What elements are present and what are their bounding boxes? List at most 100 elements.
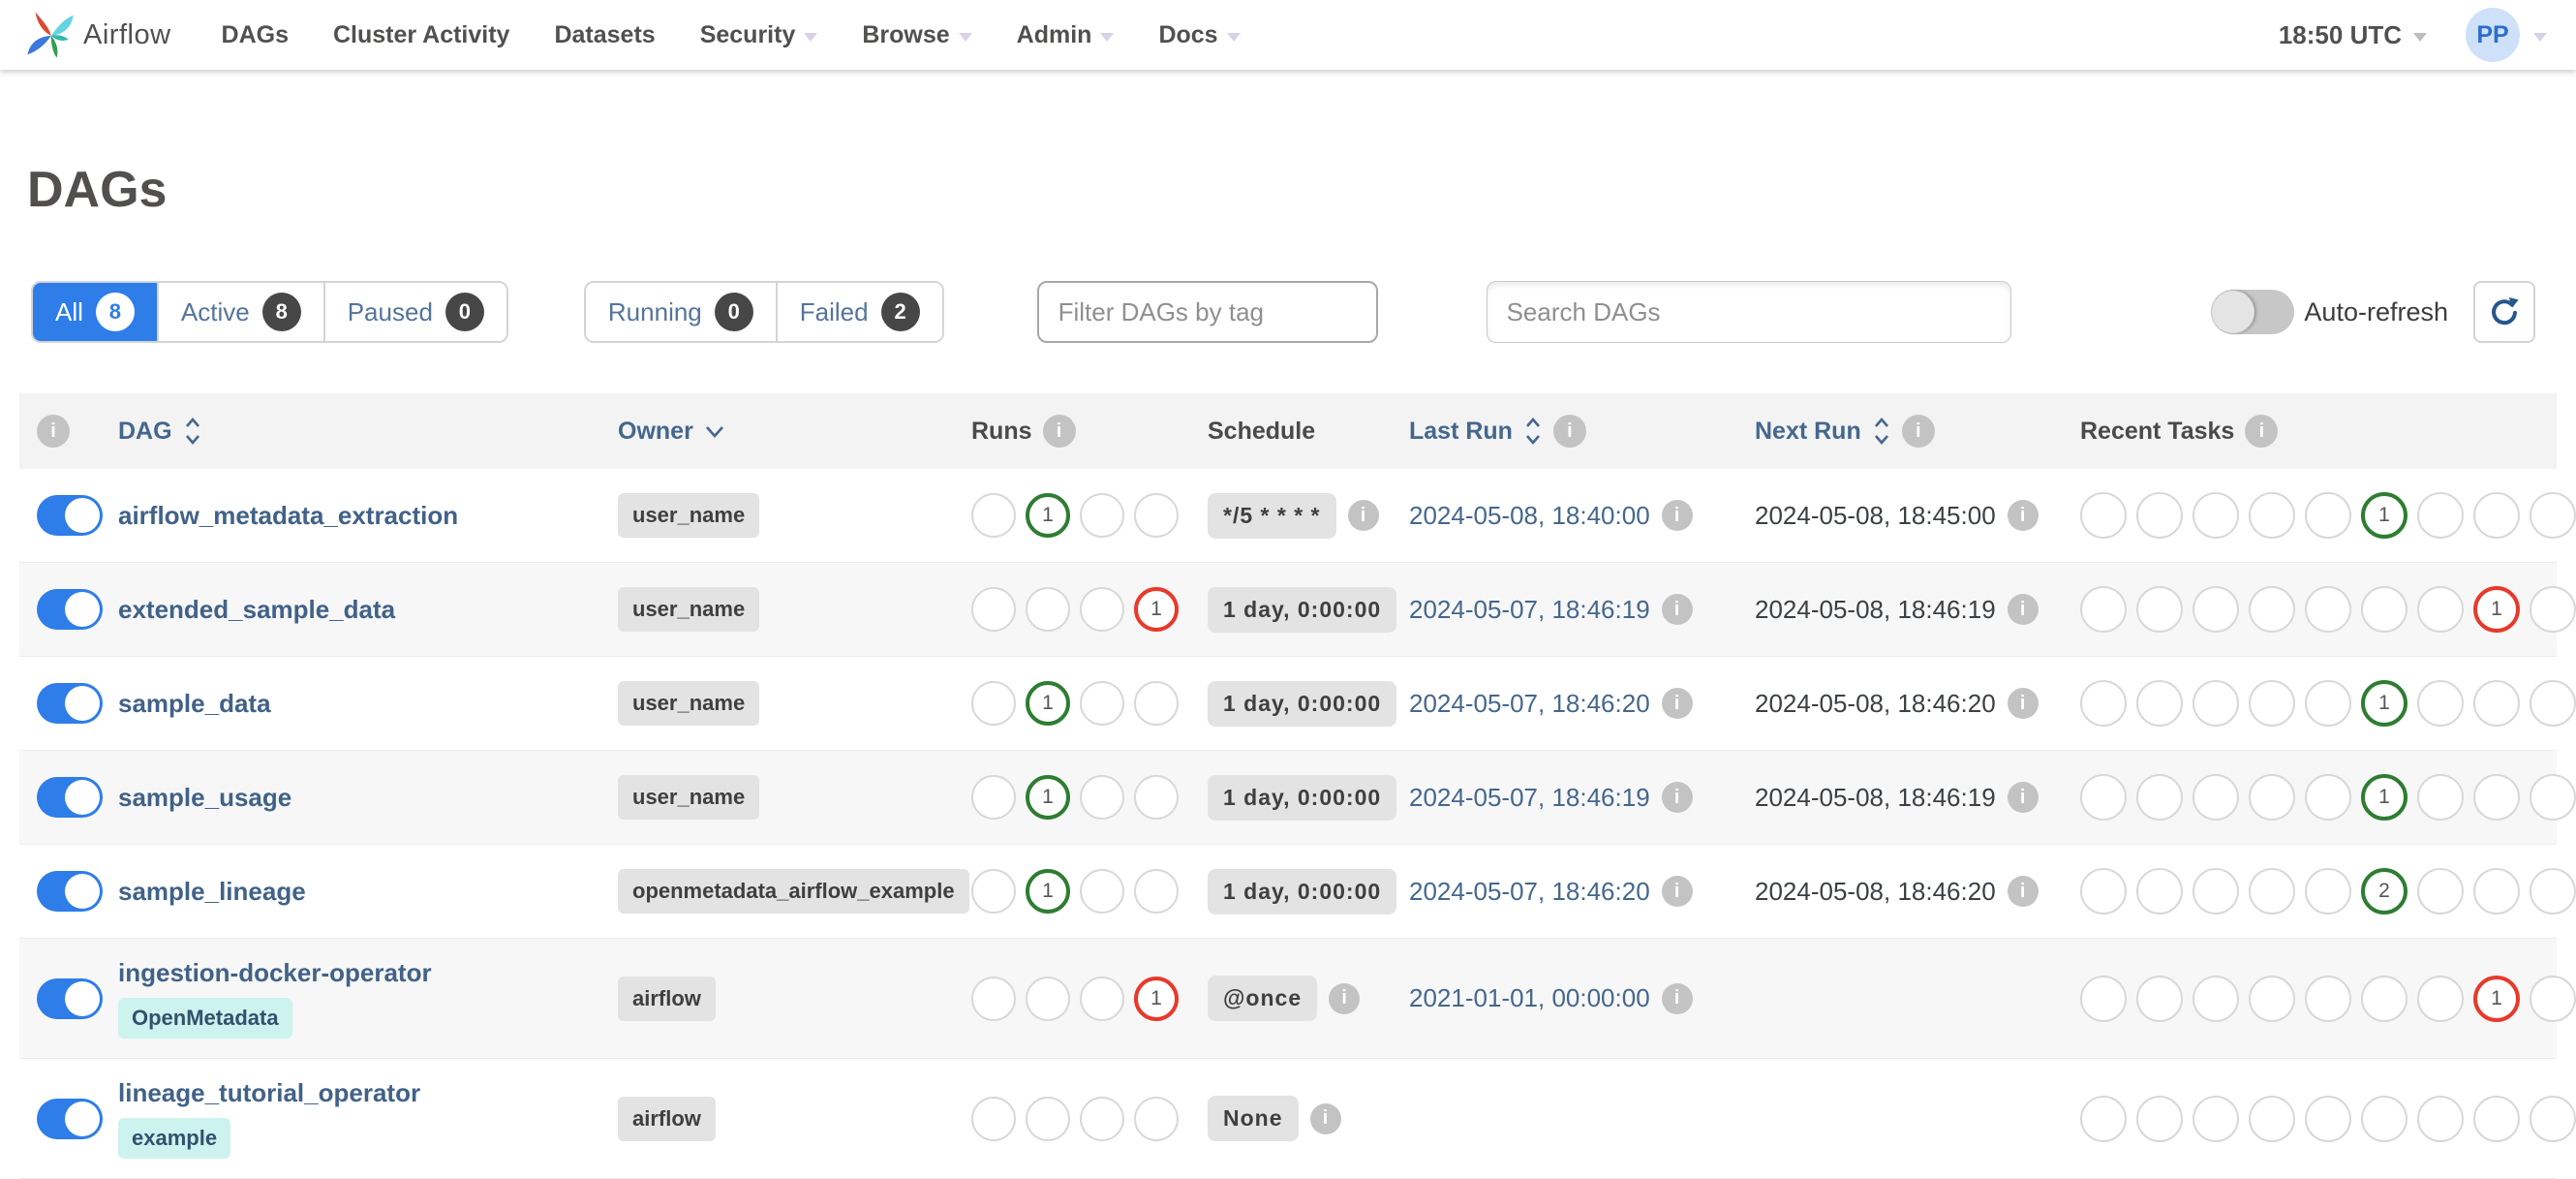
recent-task-circle[interactable] bbox=[2136, 1095, 2183, 1142]
last-run-link[interactable]: 2024-05-07, 18:46:19 bbox=[1409, 594, 1650, 624]
dag-tag-badge[interactable]: OpenMetadata bbox=[118, 998, 292, 1039]
recent-task-circle[interactable] bbox=[2530, 492, 2576, 539]
recent-task-circle[interactable] bbox=[2361, 975, 2407, 1022]
tab-paused[interactable]: Paused 0 bbox=[322, 283, 506, 341]
owner-badge[interactable]: openmetadata_airflow_example bbox=[618, 869, 969, 914]
run-status-circle[interactable] bbox=[1080, 1096, 1124, 1141]
recent-task-circle[interactable] bbox=[2530, 680, 2576, 727]
recent-task-circle[interactable] bbox=[2193, 774, 2239, 821]
nav-item-cluster-activity[interactable]: Cluster Activity bbox=[332, 20, 510, 48]
recent-task-circle[interactable] bbox=[2249, 492, 2295, 539]
recent-task-circle[interactable] bbox=[2080, 1095, 2127, 1142]
header-next-run[interactable]: Next Run i bbox=[1755, 415, 2080, 448]
dag-name-link[interactable]: sample_lineage bbox=[118, 876, 306, 906]
run-status-circle[interactable] bbox=[1026, 1096, 1070, 1141]
owner-badge[interactable]: airflow bbox=[618, 976, 716, 1021]
dag-name-link[interactable]: sample_usage bbox=[118, 782, 292, 812]
run-status-circle[interactable] bbox=[1080, 493, 1124, 538]
run-status-circle[interactable] bbox=[1026, 587, 1070, 632]
recent-task-circle[interactable] bbox=[2417, 586, 2464, 633]
last-run-link[interactable]: 2024-05-07, 18:46:20 bbox=[1409, 688, 1650, 718]
owner-badge[interactable]: user_name bbox=[618, 493, 760, 538]
recent-task-circle[interactable] bbox=[2136, 586, 2183, 633]
recent-task-circle[interactable] bbox=[2473, 492, 2520, 539]
recent-task-circle[interactable] bbox=[2530, 868, 2576, 915]
tab-active[interactable]: Active 8 bbox=[156, 283, 323, 341]
recent-task-circle[interactable]: 1 bbox=[2473, 586, 2520, 633]
recent-task-circle[interactable] bbox=[2136, 492, 2183, 539]
run-status-circle[interactable] bbox=[1134, 1096, 1179, 1141]
recent-task-circle[interactable] bbox=[2305, 1095, 2351, 1142]
last-run-link[interactable]: 2024-05-07, 18:46:20 bbox=[1409, 876, 1650, 906]
recent-task-circle[interactable] bbox=[2305, 774, 2351, 821]
recent-task-circle[interactable] bbox=[2080, 680, 2127, 727]
dag-name-link[interactable]: ingestion-docker-operator bbox=[118, 958, 432, 987]
recent-task-circle[interactable] bbox=[2473, 868, 2520, 915]
dag-pause-toggle[interactable] bbox=[37, 683, 103, 724]
recent-task-circle[interactable] bbox=[2305, 680, 2351, 727]
recent-task-circle[interactable] bbox=[2417, 1095, 2464, 1142]
run-status-circle[interactable] bbox=[971, 681, 1016, 726]
run-status-circle[interactable] bbox=[971, 493, 1016, 538]
recent-task-circle[interactable] bbox=[2305, 868, 2351, 915]
tab-all[interactable]: All 8 bbox=[33, 283, 157, 341]
dag-pause-toggle[interactable] bbox=[37, 777, 103, 818]
run-status-circle[interactable] bbox=[971, 587, 1016, 632]
run-status-circle[interactable]: 1 bbox=[1134, 976, 1179, 1021]
recent-task-circle[interactable] bbox=[2193, 868, 2239, 915]
refresh-button[interactable] bbox=[2473, 281, 2535, 343]
run-status-circle[interactable]: 1 bbox=[1026, 775, 1070, 820]
owner-badge[interactable]: airflow bbox=[618, 1096, 716, 1141]
recent-task-circle[interactable] bbox=[2249, 586, 2295, 633]
run-status-circle[interactable] bbox=[971, 869, 1016, 914]
nav-item-docs[interactable]: Docs bbox=[1158, 21, 1241, 49]
recent-task-circle[interactable] bbox=[2080, 774, 2127, 821]
dag-name-link[interactable]: sample_data bbox=[118, 688, 271, 718]
dag-pause-toggle[interactable] bbox=[37, 871, 103, 912]
recent-task-circle[interactable]: 1 bbox=[2361, 680, 2407, 727]
recent-task-circle[interactable] bbox=[2080, 586, 2127, 633]
nav-item-security[interactable]: Security bbox=[700, 21, 818, 49]
recent-task-circle[interactable] bbox=[2080, 492, 2127, 539]
recent-task-circle[interactable] bbox=[2193, 586, 2239, 633]
recent-task-circle[interactable] bbox=[2136, 975, 2183, 1022]
dag-name-link[interactable]: airflow_metadata_extraction bbox=[118, 500, 459, 530]
recent-task-circle[interactable] bbox=[2136, 680, 2183, 727]
auto-refresh-toggle[interactable] bbox=[2211, 290, 2295, 334]
recent-task-circle[interactable] bbox=[2530, 774, 2576, 821]
tag-filter-input[interactable] bbox=[1036, 281, 1378, 343]
recent-task-circle[interactable] bbox=[2530, 586, 2576, 633]
run-status-circle[interactable] bbox=[1026, 976, 1070, 1021]
recent-task-circle[interactable]: 2 bbox=[2361, 868, 2407, 915]
run-status-circle[interactable]: 1 bbox=[1026, 869, 1070, 914]
nav-item-browse[interactable]: Browse bbox=[862, 21, 972, 49]
recent-task-circle[interactable] bbox=[2530, 975, 2576, 1022]
dag-tag-badge[interactable]: example bbox=[118, 1118, 231, 1159]
recent-task-circle[interactable] bbox=[2305, 975, 2351, 1022]
recent-task-circle[interactable] bbox=[2249, 868, 2295, 915]
recent-task-circle[interactable] bbox=[2417, 774, 2464, 821]
recent-task-circle[interactable] bbox=[2417, 868, 2464, 915]
header-dag[interactable]: DAG bbox=[118, 416, 618, 447]
recent-task-circle[interactable] bbox=[2305, 492, 2351, 539]
run-status-circle[interactable]: 1 bbox=[1026, 681, 1070, 726]
recent-task-circle[interactable] bbox=[2417, 492, 2464, 539]
run-status-circle[interactable] bbox=[1134, 775, 1179, 820]
last-run-link[interactable]: 2021-01-01, 00:00:00 bbox=[1409, 983, 1650, 1012]
last-run-link[interactable]: 2024-05-08, 18:40:00 bbox=[1409, 500, 1650, 530]
run-status-circle[interactable] bbox=[1134, 493, 1179, 538]
recent-task-circle[interactable] bbox=[2136, 868, 2183, 915]
timezone-selector[interactable]: 18:50 UTC bbox=[2279, 20, 2427, 50]
recent-task-circle[interactable] bbox=[2193, 975, 2239, 1022]
last-run-link[interactable]: 2024-05-07, 18:46:19 bbox=[1409, 782, 1650, 812]
run-status-circle[interactable] bbox=[1080, 775, 1124, 820]
run-status-circle[interactable] bbox=[971, 1096, 1016, 1141]
tab-failed[interactable]: Failed 2 bbox=[775, 283, 942, 341]
recent-task-circle[interactable] bbox=[2249, 774, 2295, 821]
nav-item-datasets[interactable]: Datasets bbox=[554, 20, 656, 48]
run-status-circle[interactable] bbox=[1134, 869, 1179, 914]
recent-task-circle[interactable] bbox=[2249, 680, 2295, 727]
run-status-circle[interactable] bbox=[971, 775, 1016, 820]
recent-task-circle[interactable] bbox=[2080, 868, 2127, 915]
run-status-circle[interactable] bbox=[1080, 587, 1124, 632]
